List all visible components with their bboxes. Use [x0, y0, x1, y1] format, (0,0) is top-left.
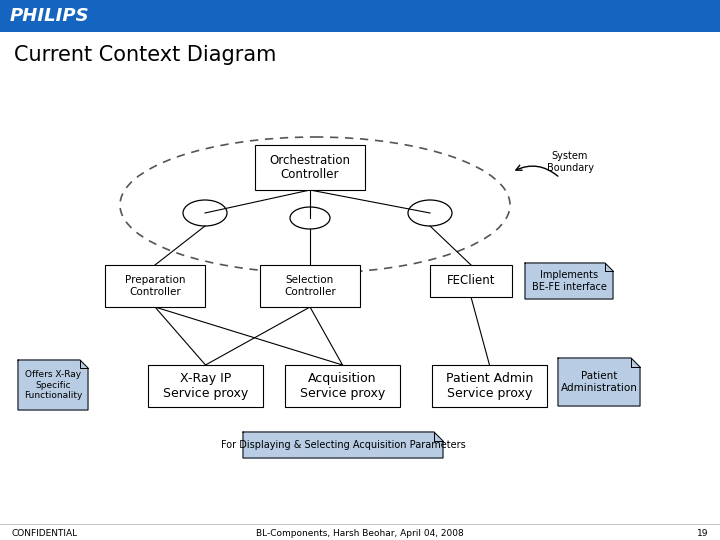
- Bar: [148, 365, 263, 407]
- Text: Patient Admin
Service proxy: Patient Admin Service proxy: [446, 372, 534, 400]
- Text: CONFIDENTIAL: CONFIDENTIAL: [12, 529, 78, 537]
- Text: Selection
Controller: Selection Controller: [284, 275, 336, 297]
- Polygon shape: [558, 358, 640, 406]
- Polygon shape: [18, 360, 88, 410]
- Text: Implements
BE-FE interface: Implements BE-FE interface: [531, 270, 606, 292]
- Bar: [105, 265, 205, 307]
- Text: System
Boundary: System Boundary: [546, 151, 593, 173]
- Text: 19: 19: [696, 529, 708, 537]
- Text: Preparation
Controller: Preparation Controller: [125, 275, 185, 297]
- Bar: [260, 265, 360, 307]
- Polygon shape: [525, 263, 613, 299]
- Text: Current Context Diagram: Current Context Diagram: [14, 45, 276, 65]
- Text: Patient
Administration: Patient Administration: [561, 371, 637, 393]
- Bar: [430, 265, 512, 297]
- Text: BL-Components, Harsh Beohar, April 04, 2008: BL-Components, Harsh Beohar, April 04, 2…: [256, 529, 464, 537]
- Text: Offers X-Ray
Specific
Functionality: Offers X-Ray Specific Functionality: [24, 370, 82, 400]
- Bar: [0, 0, 720, 32]
- Text: PHILIPS: PHILIPS: [10, 7, 89, 25]
- Text: Acquisition
Service proxy: Acquisition Service proxy: [300, 372, 385, 400]
- Text: Orchestration
Controller: Orchestration Controller: [269, 153, 351, 181]
- Polygon shape: [243, 432, 443, 458]
- Text: X-Ray IP
Service proxy: X-Ray IP Service proxy: [163, 372, 248, 400]
- Bar: [285, 365, 400, 407]
- Bar: [255, 145, 365, 190]
- Text: For Displaying & Selecting Acquisition Parameters: For Displaying & Selecting Acquisition P…: [220, 440, 465, 450]
- Text: FEClient: FEClient: [446, 274, 495, 287]
- Bar: [432, 365, 547, 407]
